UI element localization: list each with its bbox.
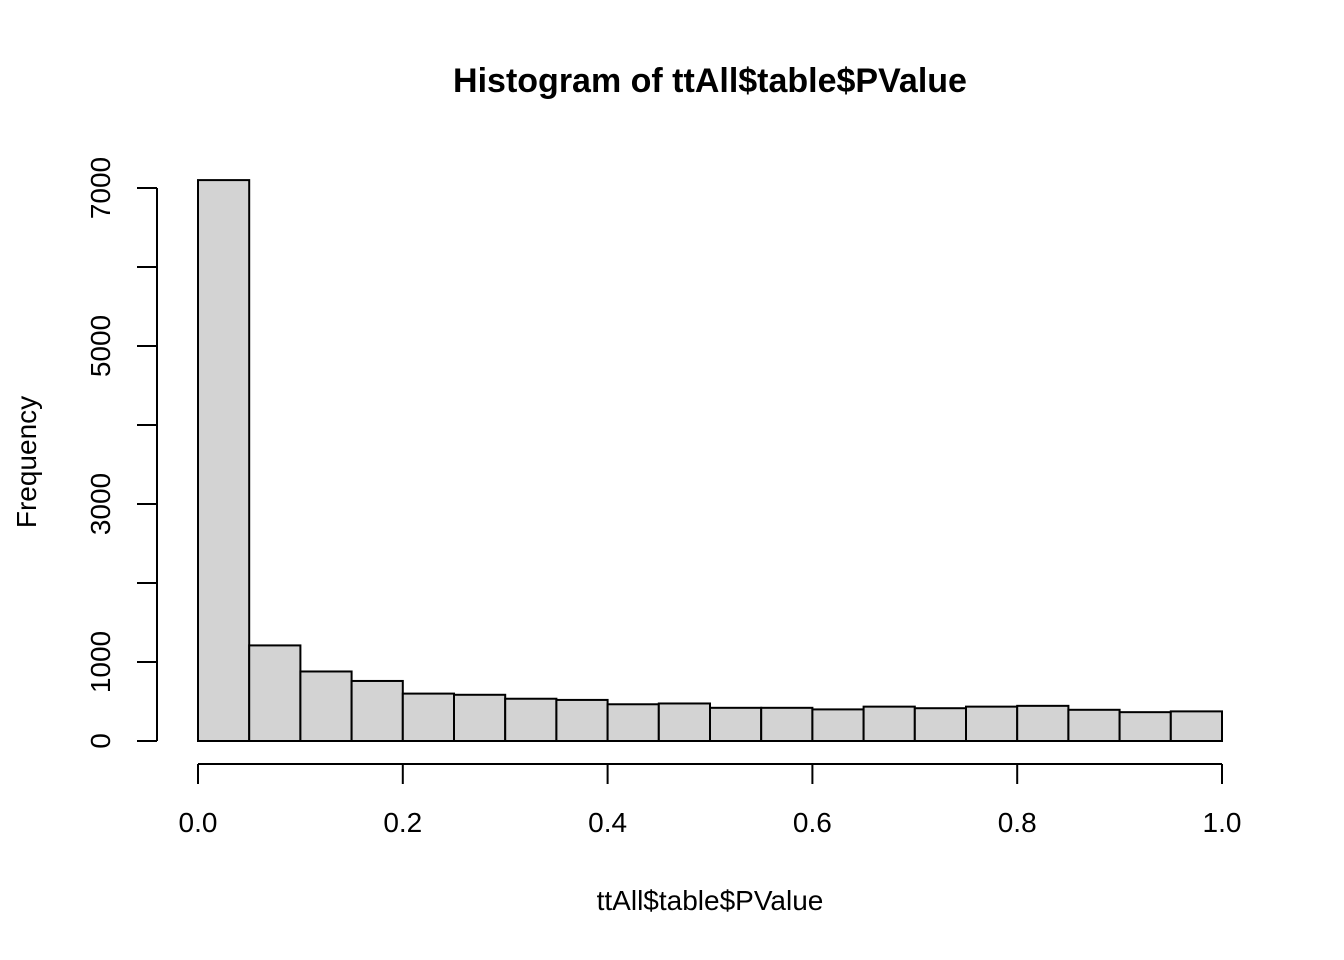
- histogram-bar: [1067, 708, 1121, 742]
- histogram-bar: [350, 679, 404, 743]
- chart-title: Histogram of ttAll$table$PValue: [453, 62, 967, 100]
- x-axis-label: ttAll$table$PValue: [597, 885, 824, 916]
- histogram-bar: [760, 706, 814, 743]
- y-tick-label: 5000: [85, 315, 116, 377]
- x-tick-label: 0.8: [998, 807, 1037, 838]
- y-tick-label: 0: [85, 733, 116, 749]
- histogram-bar: [606, 703, 660, 743]
- histogram-bar: [862, 705, 916, 743]
- x-tick-label: 0.2: [383, 807, 422, 838]
- y-tick-label: 7000: [85, 157, 116, 219]
- histogram-bar: [965, 705, 1019, 743]
- x-tick-label: 0.6: [793, 807, 832, 838]
- y-axis: 0 1000 3000 5000 7000: [85, 157, 158, 749]
- histogram-bar: [913, 707, 967, 743]
- y-axis-label: Frequency: [11, 396, 42, 528]
- histogram-bar: [299, 670, 353, 742]
- histogram-bar: [1016, 704, 1070, 742]
- histogram-bar: [401, 692, 455, 742]
- y-tick-label: 3000: [85, 473, 116, 535]
- histogram-bar: [504, 697, 558, 742]
- x-axis: 0.0 0.2 0.4 0.6 0.8 1.0: [179, 763, 1242, 838]
- histogram-bar: [453, 693, 507, 742]
- histogram-bar: [811, 708, 865, 743]
- histogram-bar: [248, 644, 302, 742]
- x-tick-label: 0.0: [179, 807, 218, 838]
- x-tick-label: 1.0: [1203, 807, 1242, 838]
- x-tick-label: 0.4: [588, 807, 627, 838]
- y-tick-label: 1000: [85, 631, 116, 693]
- histogram-bar: [197, 179, 251, 743]
- histogram-bar: [555, 698, 609, 742]
- histogram-bar: [1169, 710, 1224, 742]
- bars-group: [197, 179, 1224, 743]
- histogram-bar: [657, 702, 711, 742]
- histogram-bar: [709, 706, 763, 743]
- histogram-bar: [1118, 711, 1172, 742]
